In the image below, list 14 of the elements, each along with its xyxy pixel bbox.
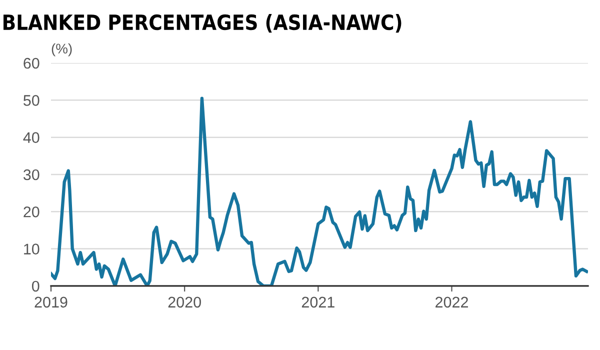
- chart-title: BLANKED PERCENTAGES (ASIA-NAWC): [4, 14, 402, 33]
- y-tick-label: 30: [23, 169, 40, 180]
- y-tick-label: 0: [32, 280, 40, 292]
- x-tick-label: 2019: [34, 296, 68, 308]
- y-tick-label: 60: [24, 58, 40, 69]
- x-tick-label: 2021: [302, 296, 334, 308]
- y-tick-label: 50: [24, 95, 40, 106]
- x-tick-label: 2022: [436, 296, 468, 308]
- line-series: [51, 96, 588, 286]
- y-tick-label: 40: [23, 132, 40, 144]
- x-tick-label: 2020: [168, 296, 201, 308]
- y-tick-label: 10: [24, 244, 40, 254]
- y-axis-title: (%): [52, 43, 72, 56]
- y-tick-label: 20: [24, 206, 40, 218]
